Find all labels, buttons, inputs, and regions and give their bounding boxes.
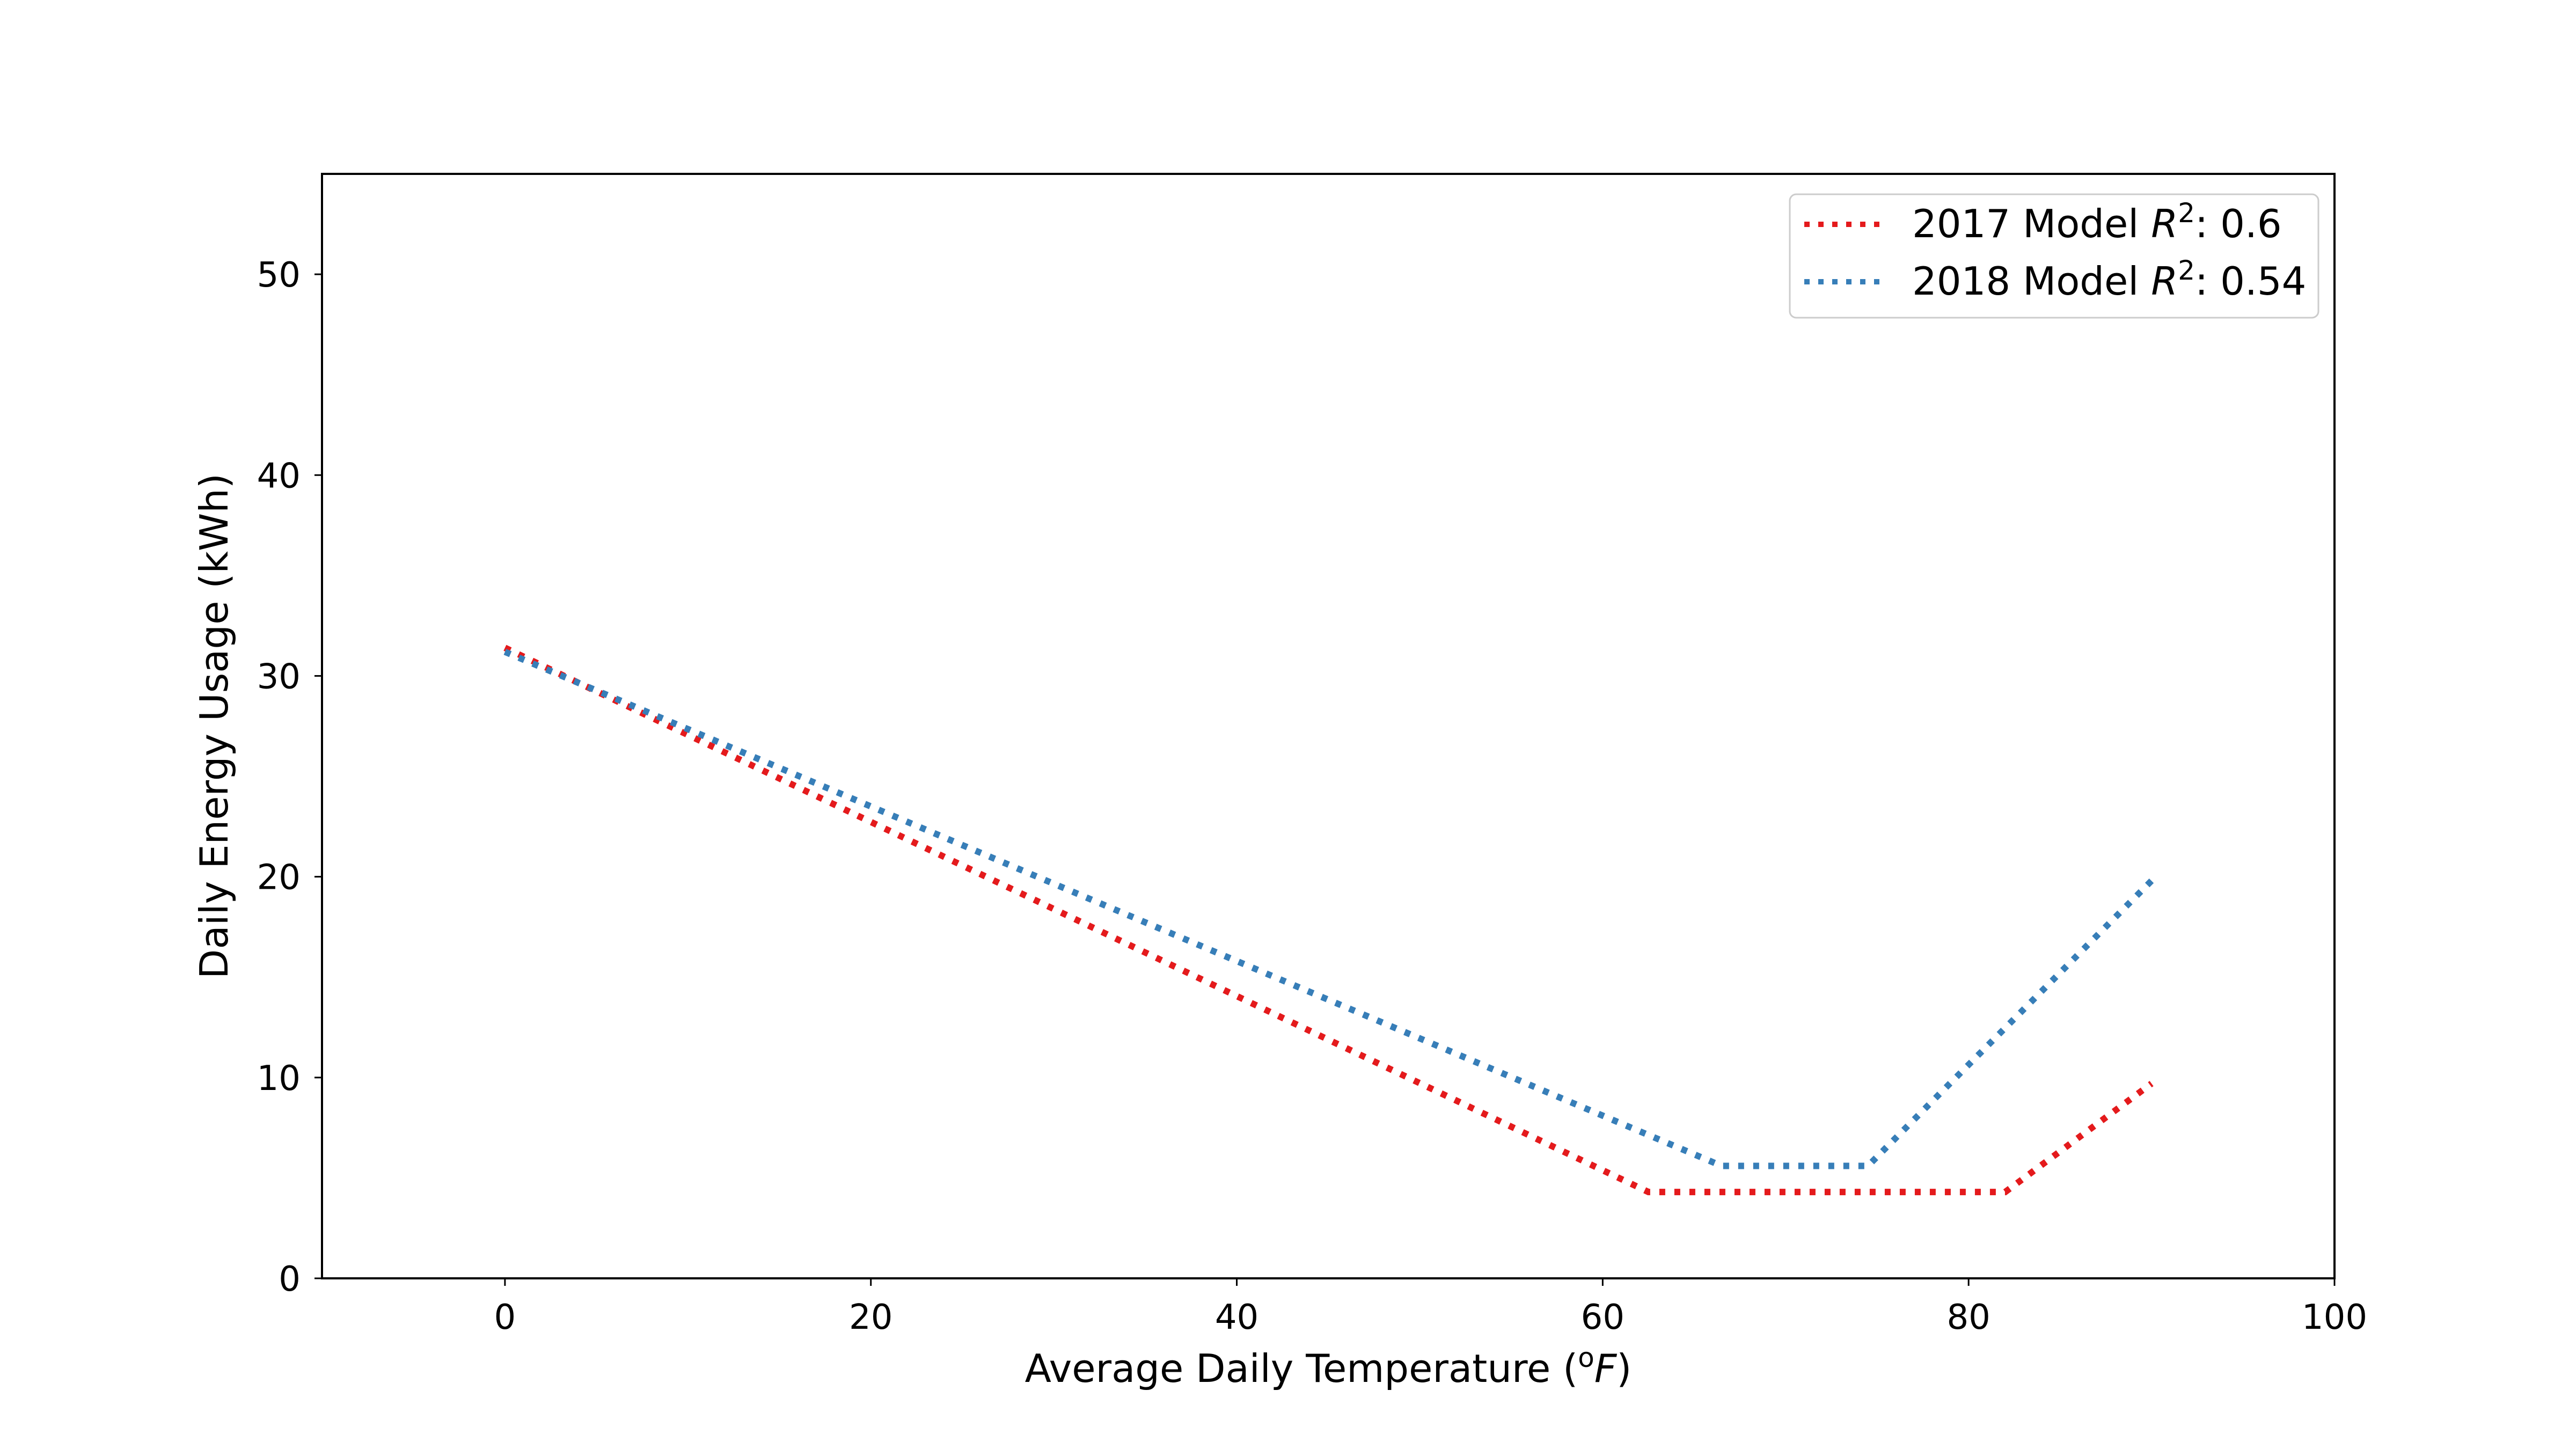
y-tick-label: 30 <box>257 657 301 697</box>
y-tick-label: 0 <box>279 1260 301 1299</box>
x-axis-ticks: 0 20 40 60 80 100 <box>494 1278 2367 1337</box>
legend: 2017 Model R2: 0.6 2018 Model R2: 0.54 <box>1789 193 2319 319</box>
x-tick-label: 20 <box>849 1298 892 1337</box>
y-tick-label: 50 <box>257 255 301 295</box>
x-tick-label: 80 <box>1946 1298 1990 1337</box>
legend-label-2017: 2017 Model R2: 0.6 <box>1912 197 2282 246</box>
x-tick-label: 0 <box>494 1298 516 1337</box>
series-line-1 <box>503 649 2154 1169</box>
y-tick-label: 20 <box>257 858 301 898</box>
plot-frame <box>321 173 2336 1279</box>
y-tick-label: 10 <box>257 1059 301 1099</box>
x-tick-label: 60 <box>1581 1298 1624 1337</box>
y-tick-label: 40 <box>257 456 301 496</box>
series-line-0 <box>503 645 2154 1196</box>
x-tick-label: 100 <box>2302 1298 2367 1337</box>
series-layer <box>503 645 2154 1196</box>
legend-box <box>1789 193 2319 319</box>
x-tick-label: 40 <box>1215 1298 1258 1337</box>
legend-label-2018: 2018 Model R2: 0.54 <box>1912 255 2307 304</box>
y-axis-ticks: 0 10 20 30 40 50 <box>257 255 322 1299</box>
x-axis-label: Average Daily Temperature (oF) <box>1025 1342 1632 1391</box>
y-axis-label: Daily Energy Usage (kWh) <box>192 473 237 979</box>
